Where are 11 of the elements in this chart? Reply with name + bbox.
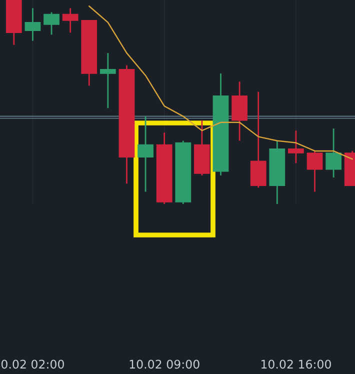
- candlestick: [44, 12, 60, 36]
- x-tick-label: 10.02 09:00: [130, 360, 200, 369]
- candlestick: [306, 150, 323, 192]
- x-tick-label: 0.02 02:00: [1, 360, 64, 369]
- candlestick: [326, 128, 342, 178]
- candlestick: [62, 7, 78, 34]
- candlestick: [24, 7, 41, 42]
- candlestick: [138, 116, 154, 192]
- candlestick: [100, 52, 116, 109]
- candlestick: [288, 130, 304, 164]
- x-tick-label: 10.02 16:00: [261, 360, 331, 369]
